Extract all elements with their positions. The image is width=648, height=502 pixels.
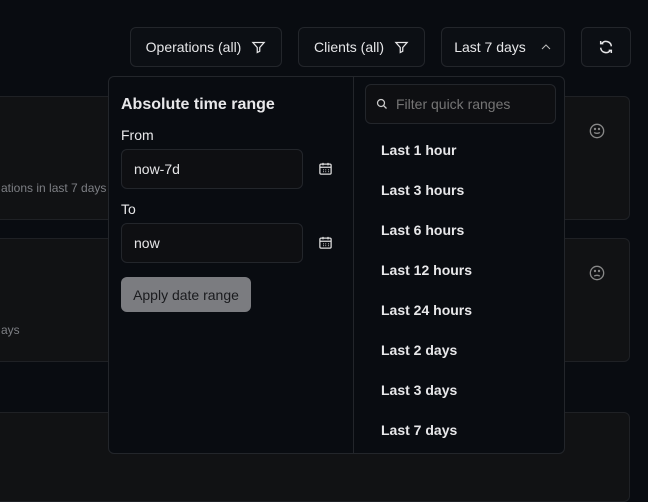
quick-range-search[interactable] <box>365 84 556 124</box>
card-subtitle: ays <box>1 323 20 337</box>
to-label: To <box>121 201 136 217</box>
frown-icon <box>589 265 605 281</box>
quick-range-item[interactable]: Last 3 days <box>381 382 458 398</box>
refresh-icon <box>599 40 613 54</box>
refresh-button[interactable] <box>581 27 631 67</box>
time-range-popover: Absolute time range From now-7d To now A… <box>108 76 565 454</box>
filter-icon <box>394 41 409 54</box>
quick-range-search-input[interactable] <box>396 96 546 112</box>
quick-range-item[interactable]: Last 7 days <box>381 422 458 438</box>
quick-range-item[interactable]: Last 3 hours <box>381 182 465 198</box>
quick-range-item[interactable]: Last 12 hours <box>381 262 473 278</box>
operations-filter-button[interactable]: Operations (all) <box>130 27 282 67</box>
clients-filter-button[interactable]: Clients (all) <box>298 27 425 67</box>
divider <box>353 77 354 453</box>
quick-range-item[interactable]: Last 6 hours <box>381 222 465 238</box>
operations-filter-label: Operations (all) <box>145 39 242 55</box>
calendar-icon[interactable] <box>318 235 333 250</box>
card-subtitle: ations in last 7 days <box>1 181 107 195</box>
to-input[interactable]: now <box>121 223 303 263</box>
calendar-icon[interactable] <box>318 161 333 176</box>
from-input[interactable]: now-7d <box>121 149 303 189</box>
chevron-up-icon <box>541 44 551 50</box>
quick-range-item[interactable]: Last 1 hour <box>381 142 457 158</box>
time-range-label: Last 7 days <box>454 39 526 55</box>
quick-range-item[interactable]: Last 24 hours <box>381 302 473 318</box>
quick-range-item[interactable]: Last 2 days <box>381 342 458 358</box>
smile-icon <box>589 123 605 139</box>
filter-icon <box>251 41 266 54</box>
from-label: From <box>121 127 154 143</box>
popover-title: Absolute time range <box>121 96 275 113</box>
search-icon <box>376 98 387 109</box>
time-range-button[interactable]: Last 7 days <box>441 27 565 67</box>
clients-filter-label: Clients (all) <box>313 39 384 55</box>
apply-date-range-button[interactable]: Apply date range <box>121 277 251 312</box>
